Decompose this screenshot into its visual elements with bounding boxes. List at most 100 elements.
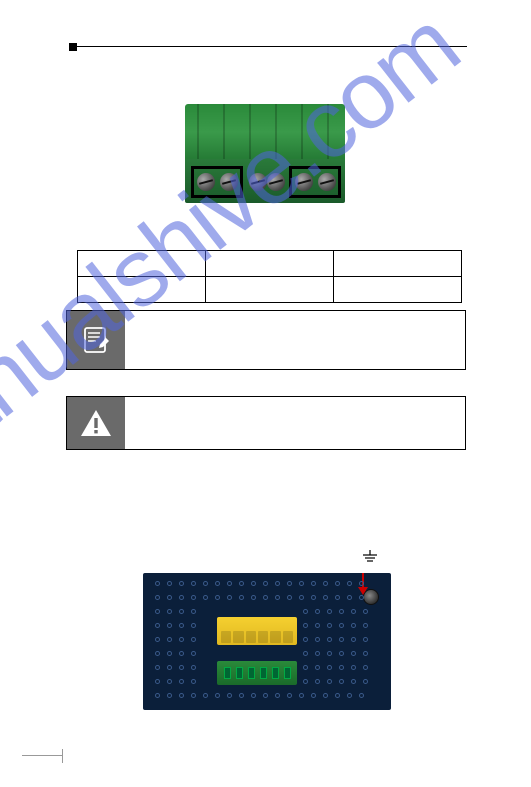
vent-hole — [351, 679, 356, 684]
connector-segment — [221, 631, 231, 643]
terminal-slot — [224, 667, 231, 679]
vent-hole — [155, 693, 160, 698]
vent-hole — [227, 693, 232, 698]
vent-hole-row — [155, 609, 196, 614]
note-icon-cell — [67, 311, 125, 369]
vent-hole — [179, 679, 184, 684]
vent-hole — [179, 665, 184, 670]
vent-hole — [347, 693, 352, 698]
vent-hole — [351, 637, 356, 642]
vent-hole — [155, 651, 160, 656]
connector-segment — [246, 631, 256, 643]
vent-hole — [335, 693, 340, 698]
vent-hole-row — [303, 665, 368, 670]
vent-hole — [303, 665, 308, 670]
vent-hole — [155, 623, 160, 628]
vent-hole — [327, 623, 332, 628]
vent-hole — [263, 693, 268, 698]
table-cell — [334, 251, 462, 277]
vent-hole — [191, 581, 196, 586]
table-cell — [78, 251, 206, 277]
vent-hole — [363, 679, 368, 684]
vent-hole — [215, 581, 220, 586]
green-terminal — [217, 661, 297, 685]
connector-segment — [270, 631, 280, 643]
vent-hole — [179, 609, 184, 614]
vent-hole — [155, 581, 160, 586]
vent-hole — [167, 693, 172, 698]
vent-hole — [323, 581, 328, 586]
vent-hole — [239, 581, 244, 586]
vent-hole — [215, 595, 220, 600]
vent-hole — [315, 637, 320, 642]
vent-hole-row — [155, 665, 196, 670]
vent-hole — [263, 581, 268, 586]
screw-group-left — [191, 166, 243, 198]
vent-hole — [323, 595, 328, 600]
vent-hole — [315, 623, 320, 628]
screw — [197, 173, 215, 191]
vent-hole — [363, 623, 368, 628]
note-icon — [80, 324, 112, 356]
vent-hole — [179, 637, 184, 642]
vent-hole — [251, 595, 256, 600]
vent-hole — [359, 693, 364, 698]
vent-hole — [303, 623, 308, 628]
vent-hole-row — [155, 581, 364, 586]
screw — [220, 173, 238, 191]
vent-hole — [287, 693, 292, 698]
vent-hole — [303, 651, 308, 656]
vent-hole — [339, 679, 344, 684]
vent-hole — [339, 609, 344, 614]
vent-hole — [179, 623, 184, 628]
vent-hole — [227, 595, 232, 600]
terminal-slot — [236, 667, 243, 679]
warning-box — [66, 396, 466, 450]
vent-hole-row — [155, 651, 196, 656]
vent-hole — [315, 651, 320, 656]
vent-hole-row — [155, 623, 196, 628]
vent-hole — [363, 609, 368, 614]
vent-hole — [167, 609, 172, 614]
vent-hole — [303, 679, 308, 684]
vent-hole — [311, 581, 316, 586]
vent-hole — [275, 595, 280, 600]
note-box — [66, 310, 466, 370]
vent-hole — [179, 595, 184, 600]
vent-hole-row — [303, 637, 368, 642]
warning-body — [125, 397, 465, 449]
vent-hole — [351, 665, 356, 670]
table-cell — [78, 277, 206, 303]
vent-hole — [155, 609, 160, 614]
table-cell — [206, 251, 334, 277]
terminal-slot — [248, 667, 255, 679]
vent-hole — [287, 595, 292, 600]
vent-hole — [299, 595, 304, 600]
vent-hole — [167, 665, 172, 670]
vent-hole — [323, 693, 328, 698]
vent-hole-row — [303, 609, 368, 614]
vent-hole — [155, 595, 160, 600]
vent-hole — [315, 665, 320, 670]
vent-hole — [167, 679, 172, 684]
vent-hole — [327, 609, 332, 614]
vent-hole — [327, 637, 332, 642]
vent-hole — [311, 595, 316, 600]
vent-hole — [191, 609, 196, 614]
section-marker — [69, 43, 77, 51]
vent-hole — [339, 637, 344, 642]
vent-hole-row — [155, 693, 364, 698]
vent-hole — [347, 581, 352, 586]
vent-hole — [315, 679, 320, 684]
screw — [318, 173, 336, 191]
vent-hole — [351, 609, 356, 614]
vent-hole — [299, 581, 304, 586]
screw — [267, 173, 285, 191]
vent-hole — [327, 651, 332, 656]
vent-hole — [239, 693, 244, 698]
terminal-slot — [260, 667, 267, 679]
footer-decoration — [62, 749, 63, 763]
vent-hole — [227, 581, 232, 586]
vent-hole — [359, 595, 364, 600]
vent-hole — [351, 623, 356, 628]
